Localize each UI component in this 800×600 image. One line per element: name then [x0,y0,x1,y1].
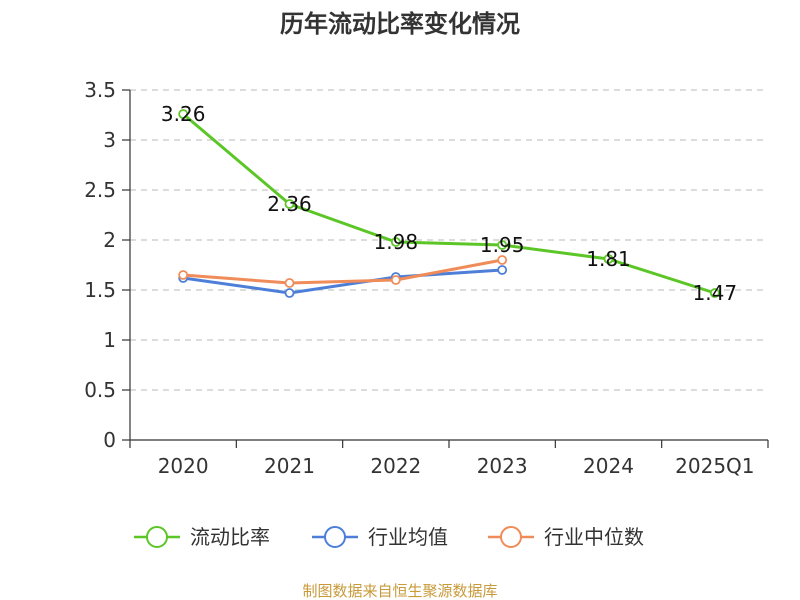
y-tick-label: 1 [103,328,116,352]
x-tick-label: 2020 [158,454,209,478]
legend-item[interactable]: 行业均值 [312,525,448,549]
grid [130,89,768,391]
data-point [603,254,614,264]
legend-item[interactable]: 流动比率 [134,525,270,549]
data-point [284,199,295,209]
plot-area [178,109,720,298]
x-tick-label: 2022 [370,454,421,478]
y-axis: 0 0.5 1 1.5 2 2.5 3 3.5 [84,78,131,452]
y-tick-label: 0.5 [84,378,116,402]
data-point [390,275,401,285]
legend[interactable]: 流动比率 行业均值 行业中位数 [134,525,644,549]
x-axis: 2020 2021 2022 2023 2024 2025Q1 [129,439,769,478]
data-point [709,288,720,298]
y-tick-label: 3 [103,128,116,152]
series-line [182,268,503,295]
source-note: 制图数据来自恒生聚源数据库 [302,582,497,600]
y-tick-label: 0 [103,428,116,452]
x-tick-label: 2021 [264,454,315,478]
series-line [182,112,716,295]
y-tick-label: 3.5 [84,78,116,102]
legend-marker [324,526,346,548]
data-label: 3.26 [161,102,206,126]
legend-label: 流动比率 [190,525,270,549]
legend-label: 行业中位数 [544,525,644,549]
data-label: 1.47 [693,281,738,305]
legend-item[interactable]: 行业中位数 [488,525,644,549]
x-tick-label: 2025Q1 [675,454,754,478]
data-point [178,109,189,119]
data-point [284,278,295,288]
data-point [497,240,508,250]
data-label: 1.98 [374,230,419,254]
data-point [178,270,189,280]
data-point [390,237,401,247]
y-tick-label: 2 [103,228,116,252]
x-tick-label: 2023 [477,454,528,478]
data-point [284,288,295,298]
series-line [183,258,503,285]
data-labels: 3.26 2.36 1.98 1.95 1.81 1.47 [161,102,737,305]
data-point [497,255,508,265]
data-point [497,265,508,275]
chart-title: 历年流动比率变化情况 [280,10,520,38]
x-tick-label: 2024 [583,454,634,478]
data-label: 1.95 [480,233,525,257]
y-tick-label: 2.5 [84,178,116,202]
data-label: 1.81 [586,247,631,271]
legend-marker [500,526,522,548]
legend-marker [146,526,168,548]
data-label: 2.36 [267,192,312,216]
y-tick-label: 1.5 [84,278,116,302]
legend-label: 行业均值 [368,525,448,549]
